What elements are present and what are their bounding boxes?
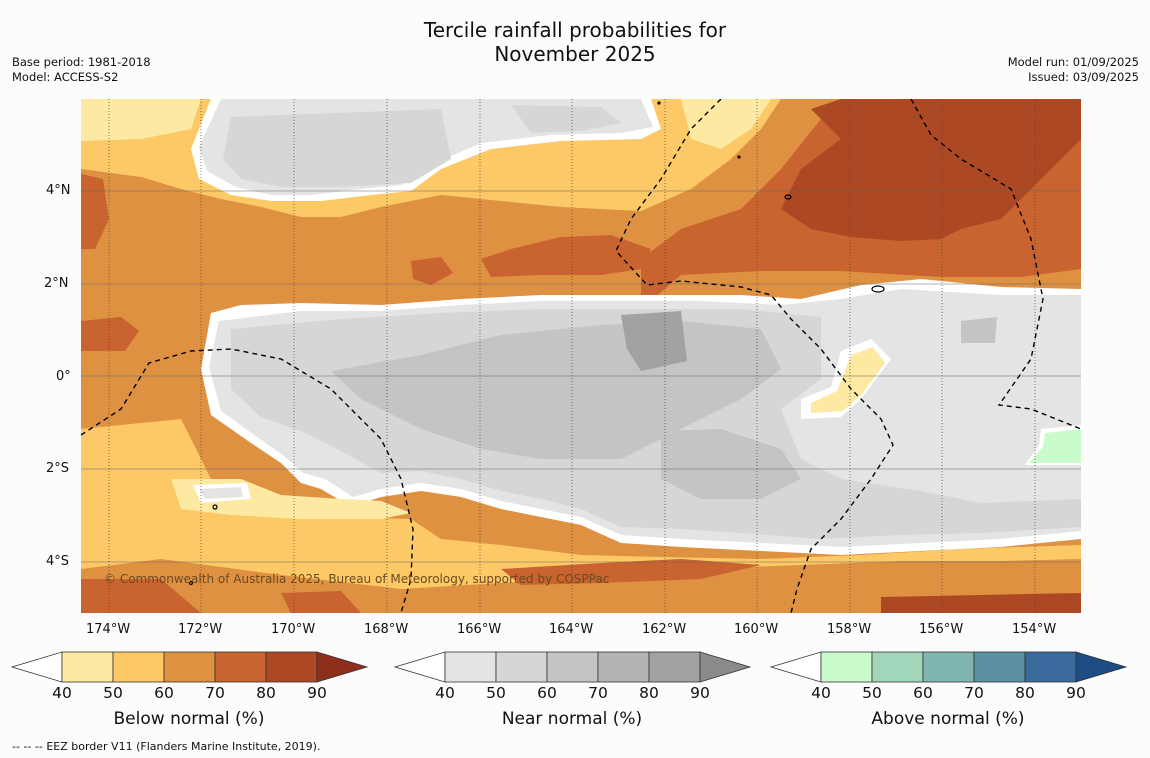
legend-below-label: Below normal (%) — [113, 709, 265, 729]
lat-tick: 0° — [56, 369, 71, 384]
cb-tick: 40 — [52, 684, 72, 702]
model-info: Base period: 1981-2018 Model: ACCESS-S2 — [12, 55, 151, 85]
cb-tick: 50 — [103, 684, 123, 702]
above-40-50-southeast — [1029, 429, 1081, 463]
lon-tick: 164°W — [549, 622, 594, 637]
base-period: Base period: 1981-2018 — [12, 55, 151, 69]
legend-near-label: Near normal (%) — [501, 709, 643, 729]
below-70-80-southwest — [81, 579, 201, 613]
title-line-1: Tercile rainfall probabilities for — [423, 18, 727, 42]
cb-tick: 90 — [690, 684, 710, 702]
lat-tick: 4°N — [46, 183, 71, 198]
near-50-60-north-a — [223, 109, 451, 187]
lon-tick: 154°W — [1012, 622, 1057, 637]
near-40-50-small-south — [199, 487, 243, 499]
cb-tick: 80 — [639, 684, 659, 702]
cb-tick: 90 — [1066, 684, 1086, 702]
cb-tick: 80 — [1015, 684, 1035, 702]
eez-footnote: -- -- -- EEZ border V11 (Flanders Marine… — [12, 740, 320, 753]
cb-tick: 60 — [913, 684, 933, 702]
below-70-80-south-a — [281, 591, 361, 613]
below-70-80-small — [411, 257, 453, 285]
lat-tick: 2°N — [44, 276, 69, 291]
near-80-90-core — [621, 311, 687, 371]
below-70-80-south-b — [501, 559, 761, 585]
colourbar-below — [10, 651, 369, 683]
copyright-notice: © Commonwealth of Australia 2025, Bureau… — [104, 572, 610, 586]
cb-tick: 50 — [862, 684, 882, 702]
cb-tick: 40 — [435, 684, 455, 702]
below-70-80-west-north — [81, 174, 109, 249]
title-line-2: November 2025 — [494, 42, 656, 66]
lon-tick: 172°W — [178, 622, 223, 637]
lon-tick: 162°W — [642, 622, 687, 637]
lat-tick: 4°S — [46, 554, 70, 569]
probability-map — [81, 99, 1081, 613]
run-info: Model run: 01/09/2025 Issued: 03/09/2025 — [1008, 55, 1139, 85]
below-40-50-north-center — [681, 99, 771, 149]
cb-tick: 80 — [256, 684, 276, 702]
cb-tick: 70 — [964, 684, 984, 702]
lon-tick: 156°W — [919, 622, 964, 637]
issued-date: Issued: 03/09/2025 — [1028, 70, 1139, 84]
colourbar-above — [769, 651, 1128, 683]
colourbar-near — [393, 651, 752, 683]
islands — [188, 101, 885, 586]
lon-tick: 168°W — [364, 622, 409, 637]
eez-borders — [81, 99, 1081, 613]
model-name: Model: ACCESS-S2 — [12, 70, 119, 84]
below-70-80-west-mid — [81, 317, 139, 351]
colourbars — [10, 651, 1128, 683]
lon-tick: 174°W — [86, 622, 131, 637]
lon-tick: 166°W — [457, 622, 502, 637]
cb-tick: 50 — [486, 684, 506, 702]
below-40-50-northwest — [81, 99, 201, 141]
map-title: Tercile rainfall probabilities for Novem… — [0, 18, 1150, 66]
eez-line-symbol: -- -- -- — [12, 740, 43, 753]
cb-tick: 60 — [154, 684, 174, 702]
cb-tick: 70 — [205, 684, 225, 702]
below-80-90-northeast — [781, 99, 1081, 241]
lon-tick: 158°W — [827, 622, 872, 637]
eez-footnote-text: EEZ border V11 (Flanders Marine Institut… — [46, 740, 321, 753]
cb-tick: 60 — [537, 684, 557, 702]
below-70-80-center — [481, 235, 651, 277]
near-60-70-south — [661, 429, 801, 499]
legend-above-label: Above normal (%) — [871, 709, 1025, 729]
cb-tick: 90 — [307, 684, 327, 702]
below-40-50-east-pocket — [811, 347, 885, 413]
model-run-date: Model run: 01/09/2025 — [1007, 55, 1139, 69]
lon-tick: 170°W — [271, 622, 316, 637]
below-80-90-south — [881, 593, 1081, 613]
near-60-70-east — [961, 317, 997, 343]
near-50-60-north-b — [511, 105, 621, 133]
cb-tick: 70 — [588, 684, 608, 702]
latitude-gridlines — [81, 190, 1081, 563]
lat-tick: 2°S — [46, 461, 70, 476]
cb-tick: 40 — [811, 684, 831, 702]
lon-tick: 160°W — [734, 622, 779, 637]
